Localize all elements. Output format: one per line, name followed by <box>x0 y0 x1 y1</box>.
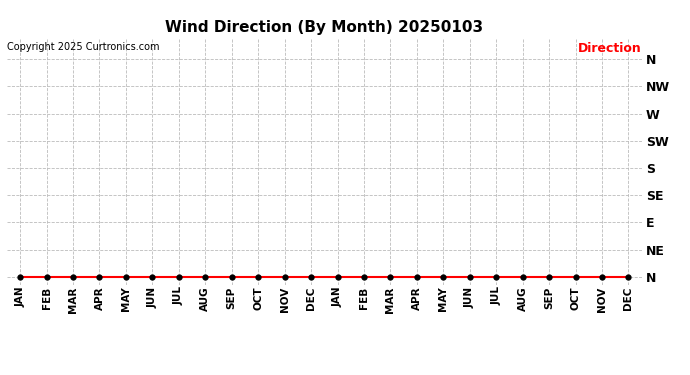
Title: Wind Direction (By Month) 20250103: Wind Direction (By Month) 20250103 <box>165 20 484 35</box>
Text: Direction: Direction <box>578 42 642 55</box>
Text: Copyright 2025 Curtronics.com: Copyright 2025 Curtronics.com <box>7 42 159 52</box>
